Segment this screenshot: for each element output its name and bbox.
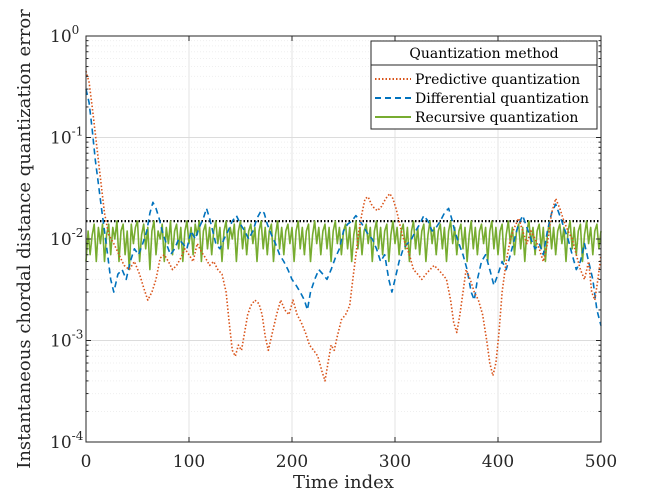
x-tick-labels: 0 100 200 300 400 500 — [81, 452, 618, 472]
y-axis-label: Instantaneous chordal distance quantizat… — [14, 9, 35, 469]
legend-label: Recursive quantization — [415, 110, 578, 126]
legend-label: Differential quantization — [415, 91, 589, 107]
series-line-differential-quantization — [85, 88, 602, 326]
y-tick-label: 10-2 — [50, 226, 83, 250]
legend-label: Predictive quantization — [415, 72, 580, 88]
series-line-predictive-quantization — [85, 70, 602, 382]
legend-box — [370, 40, 598, 130]
y-tick-labels: 100 10-1 10-2 10-3 10-4 — [50, 23, 84, 453]
x-tick-label: 400 — [482, 452, 514, 472]
y-tick-label: 10-1 — [50, 125, 83, 149]
legend: Quantization method Predictive quantizati… — [370, 40, 598, 130]
x-tick-label: 0 — [81, 452, 92, 472]
x-tick-label: 100 — [173, 452, 205, 472]
y-tick-label: 100 — [50, 23, 79, 47]
x-tick-label: 200 — [276, 452, 308, 472]
x-tick-label: 300 — [379, 452, 411, 472]
legend-title: Quantization method — [409, 46, 558, 62]
ticks — [85, 35, 602, 443]
y-tick-label: 10-3 — [50, 328, 83, 352]
series-group — [85, 70, 602, 382]
x-tick-label: 500 — [585, 452, 617, 472]
x-axis-label: Time index — [293, 472, 394, 493]
y-tick-label: 10-4 — [50, 429, 84, 453]
